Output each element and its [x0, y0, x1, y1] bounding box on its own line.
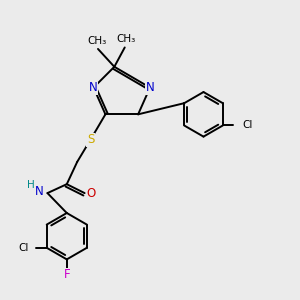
Text: CH₃: CH₃ [88, 36, 107, 46]
Text: F: F [64, 268, 70, 281]
Text: N: N [146, 81, 154, 94]
Text: S: S [87, 133, 94, 146]
Text: N: N [89, 81, 98, 94]
Text: Cl: Cl [18, 243, 28, 253]
Text: O: O [86, 187, 96, 200]
Text: CH₃: CH₃ [117, 34, 136, 44]
Text: H: H [27, 180, 35, 190]
Text: N: N [35, 185, 44, 198]
Text: Cl: Cl [242, 121, 253, 130]
